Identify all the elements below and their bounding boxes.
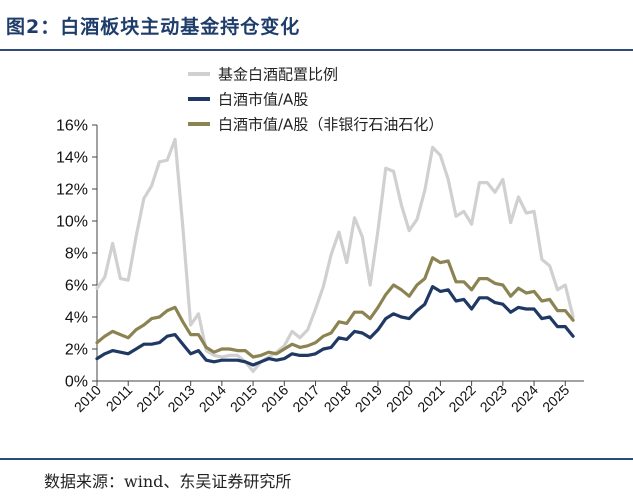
y-tick-label: 12% bbox=[56, 182, 88, 199]
series-layer bbox=[95, 137, 575, 373]
series-line-2 bbox=[95, 285, 575, 367]
legend-label-3: 白酒市值/A股（非银行石油石化） bbox=[218, 116, 443, 134]
source-note: 数据来源：wind、东吴证券研究所 bbox=[44, 472, 292, 491]
legend-label-1: 基金白酒配置比例 bbox=[218, 66, 338, 84]
x-tick-label: 2025 bbox=[539, 382, 572, 415]
y-tick-label: 8% bbox=[65, 246, 88, 263]
y-tick-label: 4% bbox=[65, 310, 88, 327]
y-tick-label: 6% bbox=[65, 278, 88, 295]
y-tick-label: 10% bbox=[56, 214, 88, 231]
x-tick-label: 2022 bbox=[445, 382, 478, 415]
x-tick-label: 2016 bbox=[258, 382, 291, 415]
y-tick-label: 16% bbox=[56, 118, 88, 135]
figure-title: 图2：白酒板块主动基金持仓变化 bbox=[6, 16, 301, 38]
x-tick-label: 2024 bbox=[508, 382, 541, 415]
x-tick-label: 2017 bbox=[289, 382, 322, 415]
source-divider bbox=[0, 458, 633, 460]
line-chart: 0%2%4%6%8%10%12%14%16%201020112012201320… bbox=[56, 66, 584, 415]
series-line-3 bbox=[95, 256, 575, 359]
x-tick-label: 2013 bbox=[164, 382, 197, 415]
x-tick-label: 2023 bbox=[477, 382, 510, 415]
x-tick-label: 2012 bbox=[133, 382, 166, 415]
x-tick-label: 2011 bbox=[103, 382, 136, 415]
x-tick-label: 2021 bbox=[414, 382, 447, 415]
x-tick-label: 2014 bbox=[196, 382, 229, 415]
y-tick-label: 0% bbox=[65, 374, 88, 391]
x-tick-label: 2015 bbox=[227, 382, 260, 415]
x-tick-label: 2018 bbox=[321, 382, 354, 415]
y-tick-label: 14% bbox=[56, 150, 88, 167]
x-tick-label: 2019 bbox=[352, 382, 385, 415]
y-tick-label: 2% bbox=[65, 342, 88, 359]
axis-layer: 0%2%4%6%8%10%12%14%16%201020112012201320… bbox=[56, 118, 584, 415]
title-divider bbox=[0, 49, 633, 51]
legend-label-2: 白酒市值/A股 bbox=[218, 91, 308, 109]
x-tick-label: 2020 bbox=[383, 382, 416, 415]
series-line-1 bbox=[95, 137, 575, 373]
